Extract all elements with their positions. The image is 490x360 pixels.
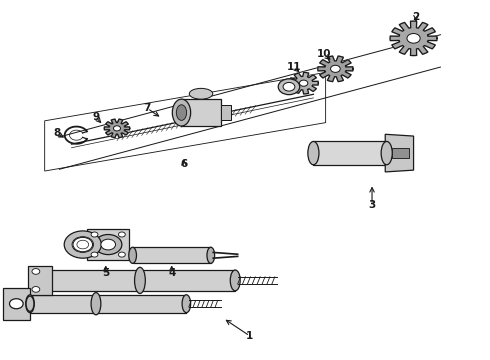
Circle shape [119, 232, 125, 237]
Circle shape [95, 234, 122, 255]
Circle shape [407, 33, 420, 43]
Text: 4: 4 [168, 268, 175, 278]
Circle shape [278, 79, 300, 95]
Polygon shape [104, 119, 130, 138]
Ellipse shape [381, 141, 392, 165]
Text: 11: 11 [287, 62, 301, 72]
Text: 3: 3 [368, 200, 376, 210]
Circle shape [283, 82, 295, 91]
Circle shape [101, 239, 116, 250]
Text: 8: 8 [53, 129, 60, 138]
Ellipse shape [189, 88, 213, 99]
Polygon shape [385, 134, 414, 172]
Text: 6: 6 [180, 159, 188, 169]
Bar [392, 148, 409, 158]
Ellipse shape [172, 99, 191, 126]
Bar [30, 295, 186, 313]
Bar [220, 105, 231, 120]
Text: 7: 7 [144, 103, 151, 113]
Bar [45, 270, 235, 291]
Ellipse shape [26, 295, 34, 313]
Circle shape [32, 269, 40, 274]
Ellipse shape [176, 105, 187, 120]
Polygon shape [318, 56, 353, 82]
Bar [133, 247, 211, 264]
Text: 1: 1 [246, 331, 253, 341]
Ellipse shape [207, 247, 215, 264]
Circle shape [32, 287, 40, 292]
Bar [3, 288, 30, 320]
Circle shape [331, 65, 340, 72]
Ellipse shape [129, 247, 137, 264]
Circle shape [77, 240, 89, 249]
Circle shape [64, 231, 101, 258]
Polygon shape [390, 21, 437, 55]
Bar [27, 266, 52, 295]
Ellipse shape [182, 295, 191, 313]
Circle shape [73, 237, 93, 252]
Bar [314, 141, 387, 165]
Circle shape [72, 237, 94, 252]
Circle shape [299, 80, 308, 86]
Ellipse shape [135, 267, 146, 293]
Text: 2: 2 [413, 12, 419, 22]
Circle shape [9, 299, 23, 309]
Ellipse shape [308, 141, 319, 165]
Ellipse shape [91, 293, 101, 315]
Ellipse shape [26, 296, 34, 311]
Circle shape [91, 232, 98, 237]
Circle shape [114, 126, 121, 131]
Ellipse shape [40, 270, 49, 291]
Text: 5: 5 [102, 268, 109, 278]
Circle shape [119, 252, 125, 257]
Text: 9: 9 [93, 112, 99, 122]
Bar [181, 99, 221, 126]
Text: 10: 10 [317, 49, 331, 59]
Bar [87, 229, 129, 260]
Circle shape [91, 252, 98, 257]
Polygon shape [289, 72, 318, 94]
Ellipse shape [230, 270, 240, 291]
